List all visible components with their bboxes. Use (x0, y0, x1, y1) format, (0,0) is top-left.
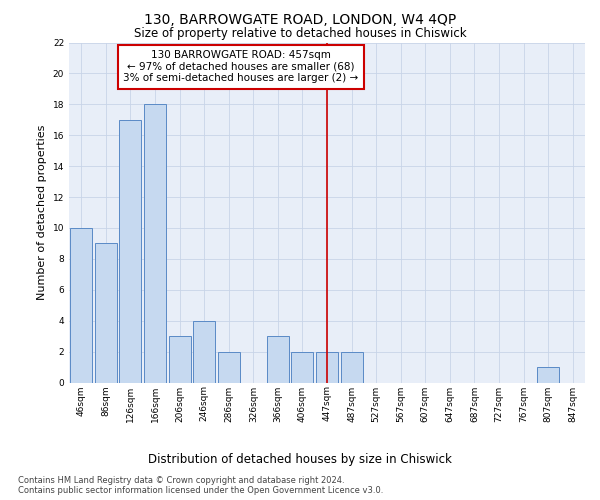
Bar (316, 352, 338, 382)
Bar (292, 352, 313, 382)
Text: 130 BARROWGATE ROAD: 457sqm
← 97% of detached houses are smaller (68)
3% of semi: 130 BARROWGATE ROAD: 457sqm ← 97% of det… (124, 50, 359, 84)
Bar (193, 320, 215, 382)
Bar (267, 336, 289, 382)
Bar (95, 244, 117, 382)
Bar (144, 104, 166, 382)
Bar (119, 120, 142, 382)
Text: Size of property relative to detached houses in Chiswick: Size of property relative to detached ho… (134, 28, 466, 40)
Text: 130, BARROWGATE ROAD, LONDON, W4 4QP: 130, BARROWGATE ROAD, LONDON, W4 4QP (144, 12, 456, 26)
Text: Contains HM Land Registry data © Crown copyright and database right 2024.: Contains HM Land Registry data © Crown c… (18, 476, 344, 485)
Bar (218, 352, 240, 382)
Bar (341, 352, 362, 382)
Bar (70, 228, 92, 382)
Text: Contains public sector information licensed under the Open Government Licence v3: Contains public sector information licen… (18, 486, 383, 495)
Y-axis label: Number of detached properties: Number of detached properties (37, 125, 47, 300)
Bar (169, 336, 191, 382)
Bar (537, 367, 559, 382)
Text: Distribution of detached houses by size in Chiswick: Distribution of detached houses by size … (148, 452, 452, 466)
